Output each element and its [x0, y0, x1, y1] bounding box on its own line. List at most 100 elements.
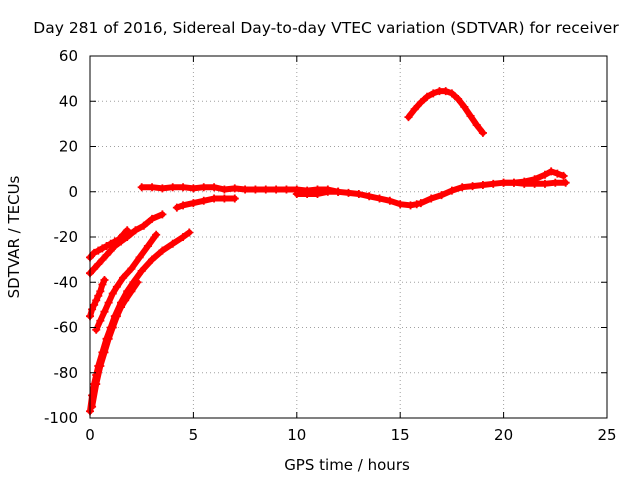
- data-point: [100, 307, 109, 316]
- plot-frame: [89, 55, 608, 419]
- data-point: [220, 185, 229, 194]
- data-point: [559, 171, 568, 180]
- data-point: [230, 194, 239, 203]
- data-point: [158, 184, 167, 193]
- data-point: [429, 89, 438, 98]
- data-point: [98, 255, 107, 264]
- data-point: [230, 184, 239, 193]
- data-point: [139, 221, 148, 230]
- data-point: [454, 94, 463, 103]
- data-point: [509, 178, 518, 187]
- data-point: [313, 190, 322, 199]
- data-point: [489, 179, 498, 188]
- data-point: [112, 282, 121, 291]
- data-point: [466, 111, 475, 120]
- data-point: [110, 242, 119, 251]
- data-point: [547, 167, 556, 176]
- data-point: [96, 316, 105, 325]
- data-point: [135, 253, 144, 262]
- data-point: [108, 289, 117, 298]
- data-point: [96, 287, 105, 296]
- data-point: [119, 273, 128, 282]
- data-point: [189, 199, 198, 208]
- data-point: [447, 89, 456, 98]
- data-point: [334, 187, 343, 196]
- axis-ticks: 0 5 10 15 20 25 -100 -80 -60 -40 -20 0 20 40 60: [44, 47, 617, 444]
- data-point: [117, 303, 126, 312]
- data-point: [210, 183, 219, 192]
- y-tick-label: 40: [59, 92, 78, 110]
- data-point: [468, 182, 477, 191]
- data-point: [282, 185, 291, 194]
- y-tick-label: 20: [59, 138, 78, 156]
- data-point: [158, 210, 167, 219]
- data-point: [272, 185, 281, 194]
- data-point: [102, 251, 111, 260]
- grid-lines: [90, 56, 607, 418]
- data-point: [179, 233, 188, 241]
- x-axis-label: GPS time / hours: [284, 456, 410, 474]
- data-point: [540, 179, 549, 188]
- data-point: [104, 334, 113, 343]
- x-tick-label: 25: [597, 426, 616, 444]
- data-point: [143, 242, 152, 251]
- data-point: [458, 183, 467, 192]
- data-point: [199, 183, 208, 192]
- x-tick-label: 20: [494, 426, 513, 444]
- data-point: [127, 264, 136, 273]
- data-point: [179, 183, 188, 192]
- data-point: [158, 246, 167, 255]
- data-point: [404, 113, 413, 122]
- data-point: [96, 361, 105, 370]
- y-tick-label: -60: [54, 319, 79, 337]
- data-point: [303, 190, 312, 199]
- data-point: [472, 121, 481, 130]
- data-point: [179, 201, 188, 210]
- data-point: [561, 178, 570, 187]
- data-point: [131, 226, 140, 235]
- data-point: [98, 280, 107, 289]
- data-point: [551, 178, 560, 187]
- data-point: [137, 266, 146, 275]
- data-point: [127, 287, 136, 296]
- data-point: [416, 98, 425, 107]
- data-point: [172, 203, 181, 212]
- data-point: [137, 183, 146, 192]
- y-axis-label: SDTVAR / TECUs: [5, 175, 23, 298]
- data-point: [406, 201, 415, 210]
- data-point: [553, 169, 562, 178]
- data-point: [133, 278, 142, 287]
- data-point: [100, 348, 109, 357]
- data-point: [410, 105, 419, 114]
- chart-title: Day 281 of 2016, Sidereal Day-to-day VTE…: [33, 19, 619, 37]
- data-point: [90, 264, 99, 273]
- data-point: [412, 200, 421, 209]
- y-tick-label: -100: [44, 409, 78, 427]
- data-point: [241, 185, 250, 194]
- data-point: [90, 248, 99, 257]
- data-point: [123, 226, 132, 235]
- x-tick-label: 5: [189, 426, 199, 444]
- data-point: [251, 185, 260, 194]
- data-point: [90, 300, 99, 309]
- data-point: [168, 239, 177, 248]
- data-point: [94, 291, 103, 300]
- y-tick-label: 60: [59, 47, 78, 65]
- data-point: [323, 187, 332, 196]
- data-series-1: [87, 227, 131, 261]
- data-point: [220, 194, 229, 203]
- x-tick-label: 10: [287, 426, 306, 444]
- data-point: [396, 200, 405, 209]
- data-point: [423, 92, 432, 101]
- data-point: [112, 312, 121, 321]
- data-point: [185, 228, 194, 237]
- data-point: [94, 246, 103, 255]
- data-point: [123, 233, 132, 241]
- data-point: [344, 188, 353, 197]
- data-point: [88, 402, 97, 411]
- data-point: [199, 196, 208, 205]
- data-point: [375, 194, 384, 203]
- data-point: [520, 177, 529, 186]
- y-tick-label: -20: [54, 228, 79, 246]
- data-point: [168, 183, 177, 192]
